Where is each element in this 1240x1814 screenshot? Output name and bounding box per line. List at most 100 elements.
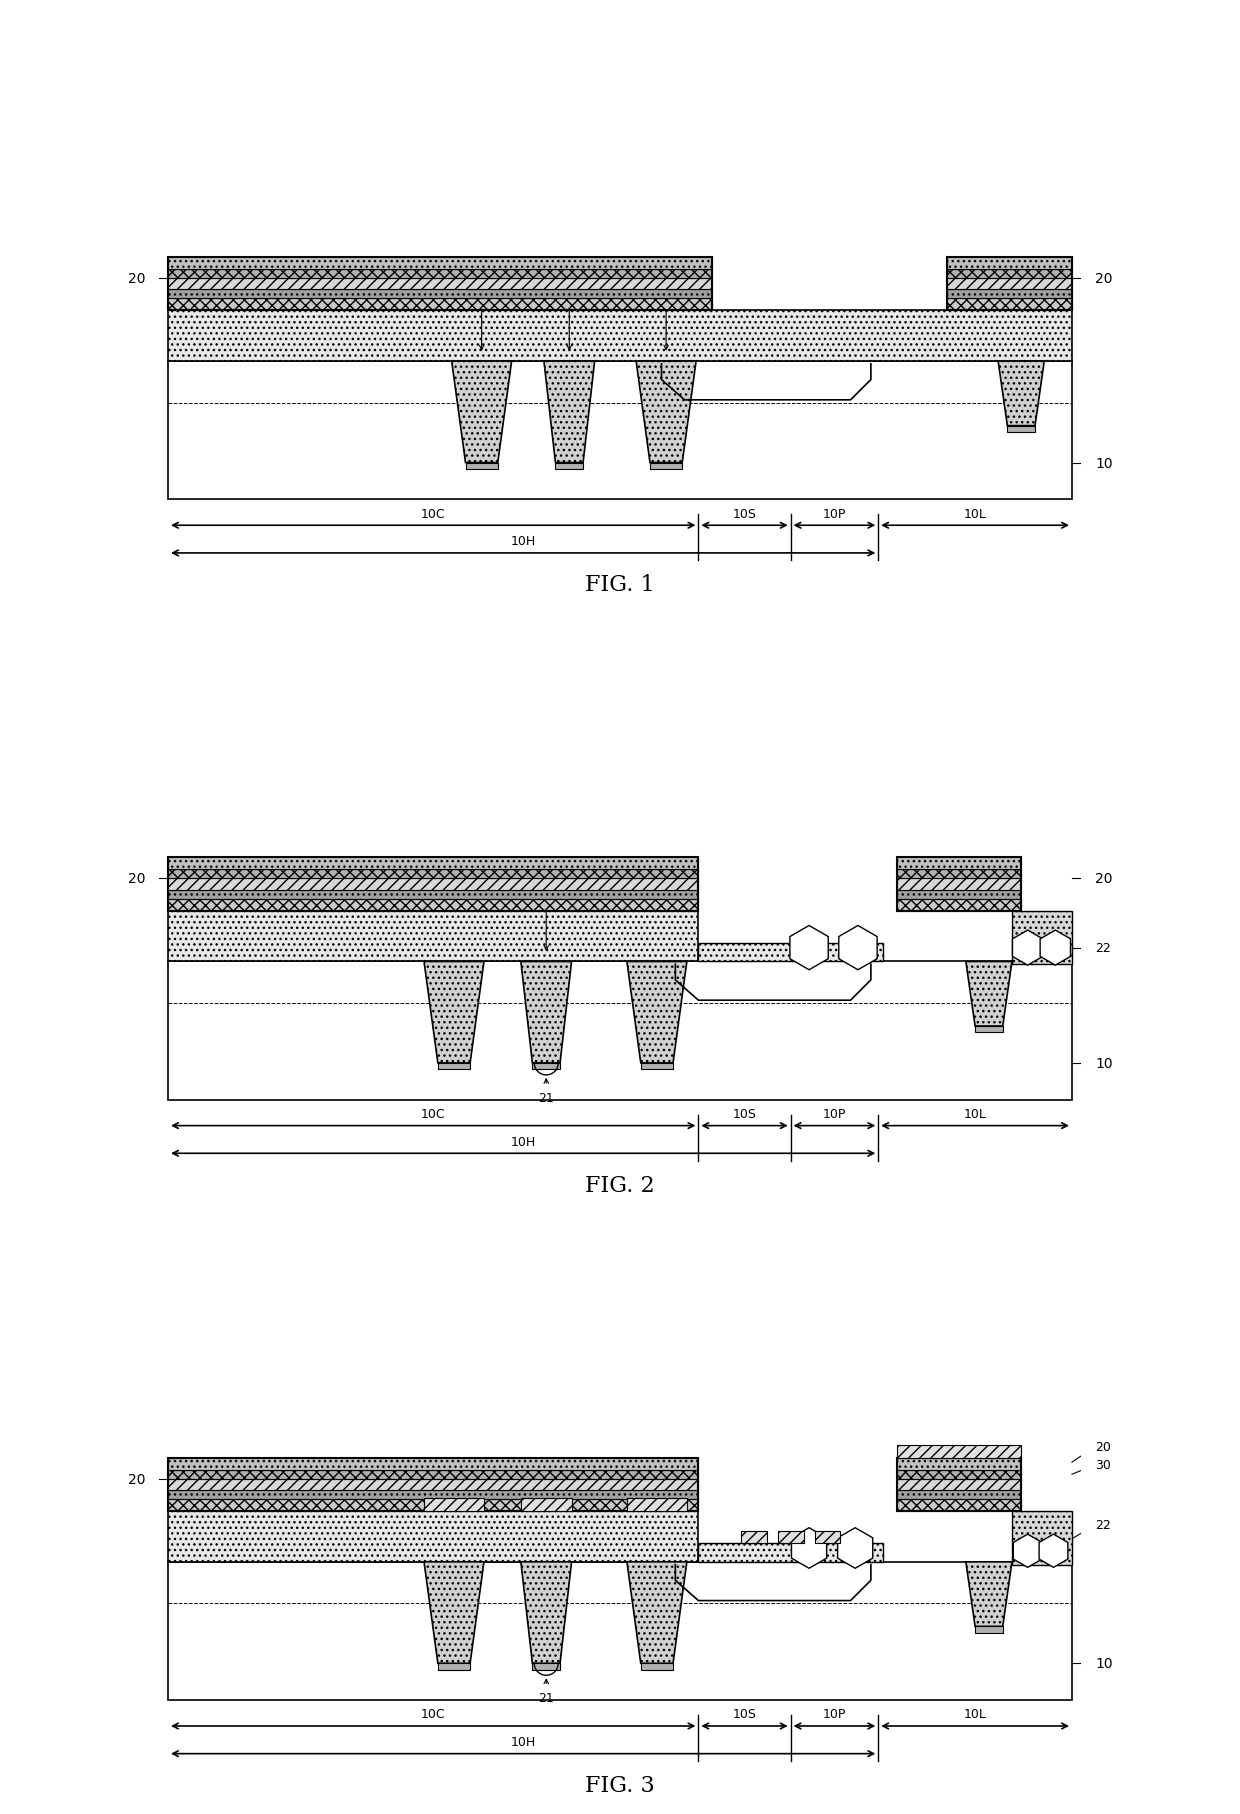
Text: 10: 10 [1095,1656,1112,1671]
Bar [740,1531,766,1544]
Text: 10C: 10C [420,508,445,521]
Bar [556,463,583,470]
Bar [465,463,497,470]
Bar [169,1489,698,1500]
Polygon shape [1013,1535,1042,1567]
Text: 10S: 10S [733,508,756,521]
Text: 10H: 10H [511,1736,536,1749]
Bar [169,361,1071,501]
Text: 21: 21 [538,1691,554,1703]
Bar [169,1562,1071,1700]
Bar [438,1663,470,1671]
Bar [947,258,1071,312]
Text: 22: 22 [1095,1518,1111,1531]
Bar [641,1663,673,1671]
Polygon shape [627,961,687,1063]
Polygon shape [544,361,595,463]
Text: 10L: 10L [963,508,987,521]
Polygon shape [838,925,877,970]
Bar [169,880,698,891]
Text: 10P: 10P [823,1707,846,1720]
Bar [947,279,1071,290]
Polygon shape [790,925,828,970]
Bar [169,258,712,270]
Text: 21: 21 [538,1090,554,1105]
Bar [897,1469,1022,1478]
Bar [897,880,1022,891]
Polygon shape [966,961,1012,1027]
Text: 11: 11 [562,287,577,299]
Bar [897,1458,1022,1469]
Text: 11: 11 [474,287,490,299]
Bar [532,1663,560,1671]
Bar [975,1027,1003,1032]
Bar [947,270,1071,279]
Bar [975,1627,1003,1633]
Bar [169,1458,698,1469]
Text: 30: 30 [428,1475,444,1487]
Polygon shape [791,1527,827,1569]
Bar [532,1063,560,1070]
Polygon shape [998,361,1044,426]
Polygon shape [521,1562,572,1663]
Polygon shape [424,1562,484,1663]
Bar [897,1446,1022,1458]
Bar [947,299,1071,312]
Bar [169,279,712,290]
Bar [169,258,712,312]
Bar [169,911,698,961]
Bar [627,1498,687,1511]
Bar [1012,1511,1071,1565]
Bar [897,900,1022,911]
Bar [897,858,1022,911]
Bar [897,1478,1022,1489]
Polygon shape [1039,1535,1068,1567]
Bar [1012,911,1071,965]
Bar [424,1498,484,1511]
Bar [641,1063,673,1070]
Polygon shape [424,961,484,1063]
Bar [169,1478,698,1489]
Bar [169,290,712,299]
Polygon shape [636,361,696,463]
Text: 22: 22 [1095,941,1111,954]
Bar [169,1500,698,1511]
Bar [169,858,698,911]
Text: 30: 30 [1095,1458,1111,1471]
Bar [169,312,1071,361]
Text: FIG. 2: FIG. 2 [585,1174,655,1195]
Bar [698,1544,883,1562]
Text: 10P: 10P [823,1108,846,1121]
Bar [169,869,698,880]
Bar [169,1469,698,1478]
Bar [897,1489,1022,1500]
Bar [169,961,1071,1099]
Bar [1007,426,1035,434]
Bar [169,1458,698,1511]
Bar [947,290,1071,299]
Polygon shape [627,1562,687,1663]
Text: FIG. 1: FIG. 1 [585,573,655,597]
Text: 20: 20 [128,1471,145,1486]
Text: 11: 11 [538,1475,554,1487]
Text: 20: 20 [128,272,145,287]
Bar [897,869,1022,880]
Bar [897,858,1022,869]
Polygon shape [521,961,572,1063]
Polygon shape [451,361,512,463]
Polygon shape [1040,931,1070,965]
Text: 20: 20 [128,873,145,885]
Text: 30: 30 [653,1475,670,1487]
Bar [777,1531,804,1544]
Bar [169,891,698,900]
Text: 20: 20 [1095,272,1112,287]
Bar [438,1063,470,1070]
Bar [897,891,1022,900]
Text: 10L: 10L [963,1108,987,1121]
Text: 10S: 10S [733,1707,756,1720]
Text: 20: 20 [1095,873,1112,885]
Bar [815,1531,841,1544]
Bar [521,1498,572,1511]
Bar [698,943,883,961]
Text: 10S: 10S [733,1108,756,1121]
